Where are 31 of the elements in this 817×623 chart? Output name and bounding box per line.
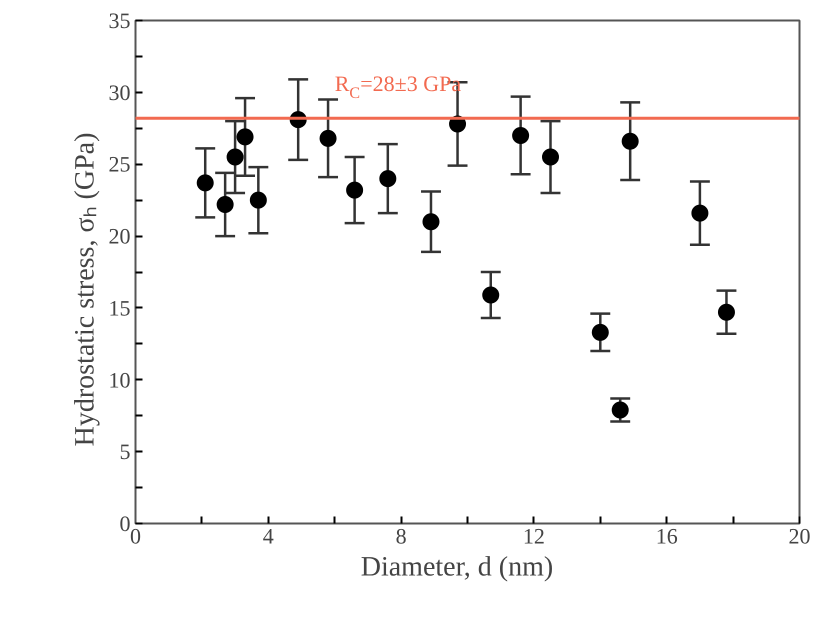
- point: [542, 148, 559, 166]
- point: [718, 304, 735, 321]
- x-tick-label: 16: [656, 524, 678, 548]
- point: [216, 196, 234, 213]
- point: [592, 324, 609, 341]
- point: [196, 174, 214, 192]
- x-tick-label: 8: [396, 524, 407, 548]
- point: [691, 204, 708, 222]
- point: [236, 128, 254, 146]
- y-axis-title: Hydrostatic stress, σₕ (GPa): [70, 132, 100, 446]
- y-tick-label: 10: [108, 367, 130, 392]
- y-tick-label: 35: [108, 8, 130, 33]
- point: [346, 182, 364, 199]
- point: [482, 286, 500, 304]
- y-tick-label: 15: [108, 295, 130, 320]
- y-tick-label: 5: [120, 439, 130, 464]
- x-tick-label: 4: [262, 524, 274, 548]
- point: [612, 401, 629, 418]
- point: [422, 213, 440, 230]
- x-tick-label: 20: [788, 524, 810, 548]
- point: [226, 148, 244, 166]
- point: [250, 192, 267, 209]
- y-tick-label: 25: [108, 152, 130, 177]
- x-tick-label: 12: [522, 524, 545, 548]
- y-tick-label: 30: [108, 80, 130, 105]
- x-axis-title: Diameter, d (nm): [360, 552, 554, 582]
- y-tick-label: 20: [108, 224, 130, 249]
- point: [622, 132, 639, 150]
- point: [379, 170, 396, 188]
- point: [512, 126, 530, 144]
- point: [320, 130, 337, 147]
